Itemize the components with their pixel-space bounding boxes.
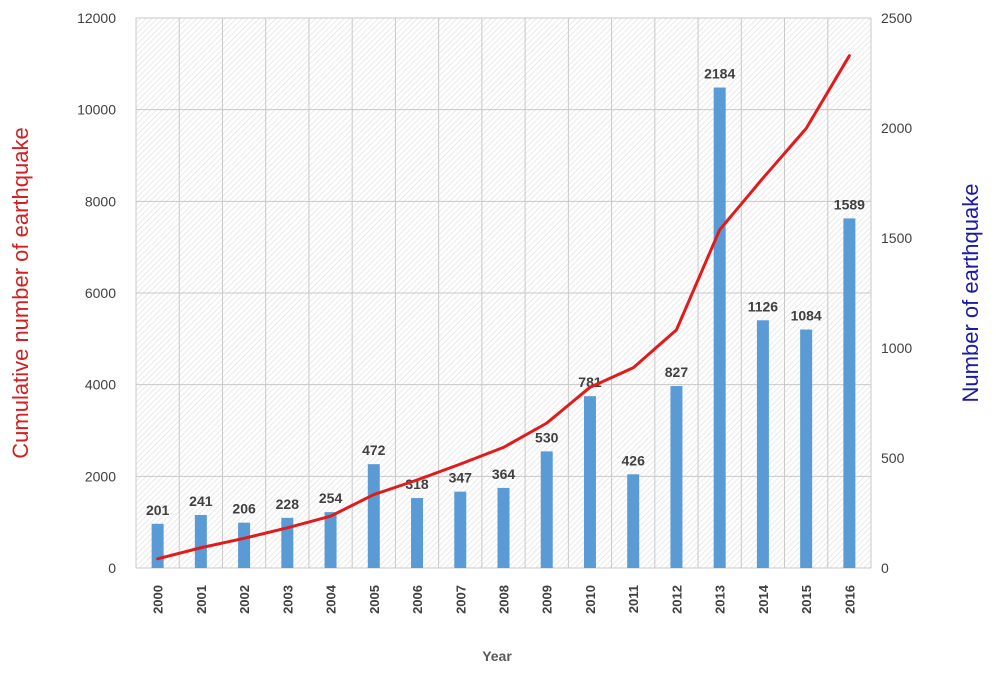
- x-tick-label-2006: 2006: [410, 585, 425, 614]
- bar-2007: [454, 491, 467, 568]
- bar-label-2005: 472: [362, 442, 386, 458]
- x-tick-label-2008: 2008: [497, 585, 512, 614]
- bar-label-2008: 364: [492, 466, 516, 482]
- x-tick-label-2012: 2012: [669, 585, 684, 614]
- x-tick-label-2007: 2007: [453, 585, 468, 614]
- bar-2004: [324, 512, 337, 568]
- x-tick-label-2001: 2001: [194, 585, 209, 614]
- bar-2003: [281, 517, 294, 568]
- bar-label-2003: 228: [276, 496, 300, 512]
- x-tick-label-2005: 2005: [367, 585, 382, 614]
- right-tick-label: 0: [881, 560, 889, 576]
- x-tick-label-2009: 2009: [540, 585, 555, 614]
- bar-label-2012: 827: [665, 364, 689, 380]
- right-axis-ticks: 0 500 1000 1500 2000 2500: [881, 10, 912, 576]
- x-tick-label-2002: 2002: [237, 585, 252, 614]
- left-axis-ticks: 0 2000 4000 6000 8000 10000 12000: [77, 10, 116, 576]
- bar-label-2004: 254: [319, 490, 343, 506]
- bar-2012: [670, 386, 683, 568]
- x-axis-ticks: 2000 2001 2002 2003 2004 2005 2006 2007 2008 2009…: [151, 584, 858, 614]
- right-tick-label: 500: [881, 450, 905, 466]
- left-tick-label: 2000: [85, 468, 116, 484]
- bar-2006: [411, 498, 424, 568]
- right-tick-label: 1000: [881, 340, 912, 356]
- bar-2015: [800, 329, 813, 568]
- x-tick-label-2000: 2000: [151, 585, 166, 614]
- bar-label-2007: 347: [449, 470, 473, 486]
- bar-2002: [238, 522, 251, 568]
- grid-lines: [135, 17, 872, 569]
- x-tick-label-2016: 2016: [842, 585, 857, 614]
- bar-label-2001: 241: [189, 493, 213, 509]
- bar-2008: [497, 487, 510, 568]
- x-tick-label-2003: 2003: [280, 585, 295, 614]
- bar-2014: [756, 320, 769, 568]
- bar-label-2006: 318: [405, 476, 429, 492]
- x-tick-label-2004: 2004: [324, 584, 339, 614]
- left-axis-title: Cumulative number of earthquake: [8, 127, 33, 458]
- bar-label-2011: 426: [622, 452, 646, 468]
- bar-label-2016: 1589: [834, 196, 865, 212]
- x-tick-label-2014: 2014: [756, 584, 771, 614]
- right-tick-label: 1500: [881, 230, 912, 246]
- left-tick-label: 8000: [85, 193, 116, 209]
- bar-2013: [713, 87, 726, 569]
- bar-2001: [194, 514, 207, 568]
- cumulative-line: [156, 54, 851, 561]
- bar-label-2014: 1126: [748, 298, 779, 314]
- right-tick-label: 2500: [881, 10, 912, 26]
- bar-label-2002: 206: [232, 501, 256, 517]
- x-axis-title: Year: [482, 648, 512, 664]
- bar-2011: [627, 474, 640, 568]
- left-tick-label: 6000: [85, 285, 116, 301]
- left-tick-label: 12000: [77, 10, 116, 26]
- x-tick-label-2011: 2011: [626, 585, 641, 613]
- right-axis-title: Number of earthquake: [958, 184, 983, 403]
- bar-2010: [583, 396, 596, 568]
- bar-2005: [367, 464, 380, 568]
- right-tick-label: 2000: [881, 120, 912, 136]
- bar-label-2015: 1084: [791, 308, 822, 324]
- bar-2000: [151, 523, 164, 568]
- bar-2016: [843, 218, 856, 569]
- left-tick-label: 10000: [77, 102, 116, 118]
- left-tick-label: 0: [108, 560, 116, 576]
- line-series: [156, 54, 851, 561]
- bar-label-2000: 201: [146, 502, 170, 518]
- x-tick-label-2010: 2010: [583, 585, 598, 614]
- bar-2009: [540, 451, 553, 568]
- x-tick-label-2013: 2013: [713, 585, 728, 614]
- x-tick-label-2015: 2015: [799, 585, 814, 614]
- bar-series: [151, 87, 856, 569]
- bar-label-2013: 2184: [704, 66, 735, 82]
- bar-label-2009: 530: [535, 429, 559, 445]
- left-tick-label: 4000: [85, 377, 116, 393]
